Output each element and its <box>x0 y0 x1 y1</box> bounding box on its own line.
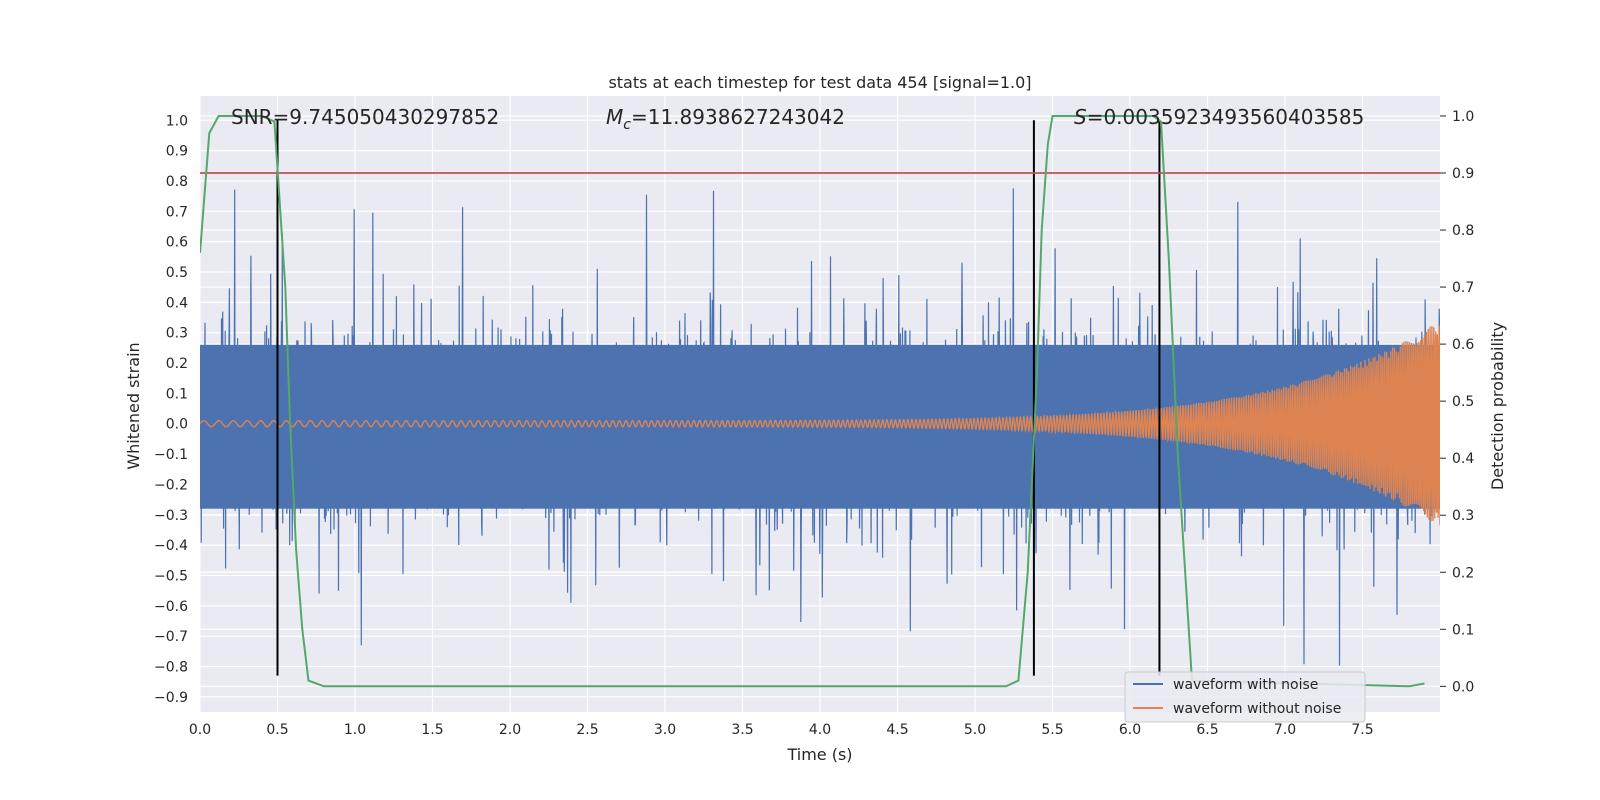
y-tick-label: 0.0 <box>166 417 188 433</box>
x-tick-label: 3.0 <box>654 722 676 738</box>
y2-tick-label: 0.1 <box>1452 622 1474 638</box>
y2-tick-label: 1.0 <box>1452 109 1474 125</box>
y-tick-label: −0.5 <box>154 568 188 584</box>
y-tick-label: −0.2 <box>154 477 188 493</box>
x-tick-label: 4.0 <box>809 722 831 738</box>
x-tick-label: 2.5 <box>576 722 598 738</box>
legend-label-without-noise: waveform without noise <box>1173 701 1341 717</box>
x-tick-label: 7.5 <box>1351 722 1373 738</box>
mc-value: =11.8938627243042 <box>631 105 845 129</box>
y2-tick-label: 0.6 <box>1452 337 1474 353</box>
y-tick-label: 0.8 <box>166 174 188 190</box>
y-tick-label: 0.3 <box>166 326 188 342</box>
legend-label-with-noise: waveform with noise <box>1173 677 1318 693</box>
legend-box <box>1124 671 1366 723</box>
mc-symbol: M <box>606 105 623 129</box>
y-tick-label: −0.6 <box>154 599 188 615</box>
legend: waveform with noise waveform without noi… <box>1124 671 1366 723</box>
x-tick-label: 3.5 <box>731 722 753 738</box>
x-axis-label: Time (s) <box>786 745 852 764</box>
x-tick-label: 0.5 <box>266 722 288 738</box>
noise-line <box>200 188 1440 666</box>
y2-tick-label: 0.7 <box>1452 280 1474 296</box>
y-tick-label: −0.7 <box>154 629 188 645</box>
x-tick-label: 7.0 <box>1274 722 1296 738</box>
snr-annotation: SNR=9.745050430297852 <box>231 105 499 129</box>
mc-annotation: Mc=11.8938627243042 <box>606 105 845 133</box>
y2-tick-label: 0.2 <box>1452 565 1474 581</box>
probability-line <box>200 115 1425 688</box>
chart-title: stats at each timestep for test data 454… <box>608 73 1031 92</box>
s-symbol: S <box>1074 105 1087 129</box>
y2-tick-label: 0.5 <box>1452 394 1474 410</box>
x-tick-labels: 0.0 0.5 1.0 1.5 2.0 2.5 3.0 3.5 4.0 4.5 5.0 5.5 6.0 6… <box>189 722 1374 738</box>
y-tick-label: 0.7 <box>166 204 188 220</box>
series-detection-probability <box>200 115 1425 688</box>
y-tick-label: −0.8 <box>154 659 188 675</box>
y-tick-label: 0.4 <box>166 295 188 311</box>
x-tick-label: 6.0 <box>1119 722 1141 738</box>
y-tick-label: 0.6 <box>166 235 188 251</box>
vertical-markers <box>276 120 1161 676</box>
y-tick-label: 0.2 <box>166 356 188 372</box>
x-tick-label: 5.0 <box>964 722 986 738</box>
x-tick-label: 5.5 <box>1041 722 1063 738</box>
y-tick-label: 0.9 <box>166 144 188 160</box>
s-value: =0.0035923493560403585 <box>1087 105 1365 129</box>
y2-tick-labels: 1.0 0.9 0.8 0.7 0.6 0.5 0.4 0.3 0.2 0.1 0.0 <box>1440 109 1474 695</box>
x-tick-label: 2.0 <box>499 722 521 738</box>
y-tick-label: −0.3 <box>154 508 188 524</box>
y-tick-label: 1.0 <box>166 113 188 129</box>
y-tick-label: −0.1 <box>154 447 188 463</box>
y-tick-label: −0.9 <box>154 690 188 706</box>
y-tick-labels: 1.0 0.9 0.8 0.7 0.6 0.5 0.4 0.3 0.2 0.1 0.0 −0.1 −0.… <box>154 113 188 706</box>
x-tick-label: 4.5 <box>886 722 908 738</box>
x-tick-label: 0.0 <box>189 722 211 738</box>
s-annotation: S=0.0035923493560403585 <box>1074 105 1364 129</box>
y-axis-label: Whitened strain <box>124 342 143 469</box>
x-tick-label: 6.5 <box>1196 722 1218 738</box>
y2-tick-label: 0.0 <box>1452 679 1474 695</box>
y-tick-label: 0.1 <box>166 386 188 402</box>
chirp-line <box>200 325 1440 526</box>
y-tick-label: −0.4 <box>154 538 188 554</box>
series-waveform-without-noise <box>200 325 1440 526</box>
y2-tick-label: 0.8 <box>1452 223 1474 239</box>
y2-tick-label: 0.3 <box>1452 508 1474 524</box>
plot-content <box>200 115 1440 688</box>
x-tick-label: 1.0 <box>344 722 366 738</box>
y-tick-label: 0.5 <box>166 265 188 281</box>
x-tick-label: 1.5 <box>421 722 443 738</box>
mc-subscript: c <box>623 117 631 133</box>
y2-axis-label: Detection probability <box>1488 322 1507 490</box>
y2-tick-label: 0.4 <box>1452 451 1474 467</box>
y2-tick-label: 0.9 <box>1452 166 1474 182</box>
